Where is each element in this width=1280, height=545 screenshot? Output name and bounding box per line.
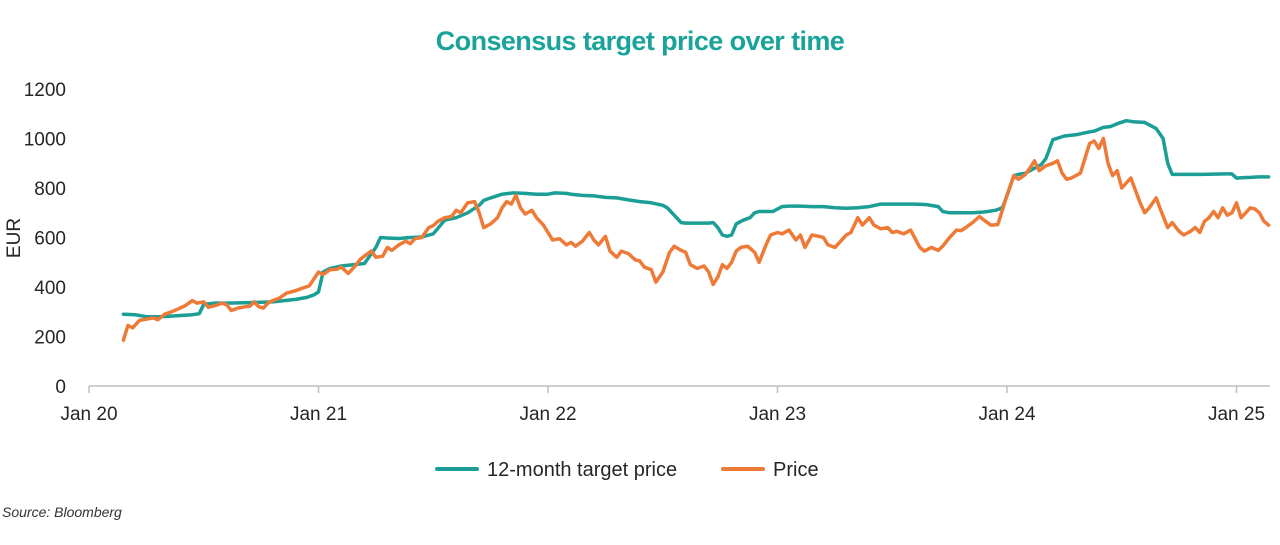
- y-tick-label: 800: [34, 179, 66, 200]
- y-tick-label: 600: [34, 229, 66, 250]
- source-note: Source: Bloomberg: [2, 504, 122, 520]
- x-tick-label: Jan 22: [519, 404, 576, 425]
- x-tick-label: Jan 24: [978, 404, 1035, 425]
- chart-title: Consensus target price over time: [435, 26, 845, 56]
- legend-label-target-price: 12-month target price: [487, 459, 677, 481]
- x-tick-label: Jan 25: [1208, 404, 1265, 425]
- y-axis-label: EUR: [4, 218, 25, 258]
- x-tick-label: Jan 23: [749, 404, 806, 425]
- y-tick-label: 200: [34, 328, 66, 349]
- y-tick-label: 1000: [24, 130, 66, 151]
- y-tick-label: 0: [55, 377, 66, 398]
- series-line-price: [121, 136, 1271, 342]
- y-tick-label: 1200: [24, 80, 66, 101]
- x-tick-label: Jan 20: [60, 404, 117, 425]
- series-line-target-price: [121, 118, 1271, 319]
- x-axis-ticks: Jan 20 Jan 21 Jan 22 Jan 23 Jan 24 Jan 25: [60, 386, 1265, 425]
- y-axis-ticks: 0 200 400 600 800 1000 1200: [24, 80, 66, 398]
- series-lines: [121, 118, 1271, 342]
- legend: 12-month target price Price: [435, 459, 819, 481]
- y-tick-label: 400: [34, 278, 66, 299]
- legend-label-price: Price: [773, 459, 819, 481]
- x-tick-label: Jan 21: [290, 404, 347, 425]
